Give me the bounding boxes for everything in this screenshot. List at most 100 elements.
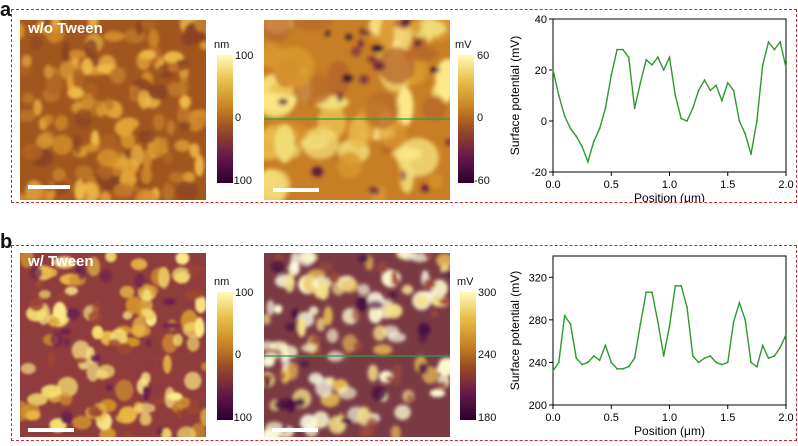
data-point <box>674 94 677 97</box>
data-point <box>773 48 776 51</box>
series-line <box>552 285 787 372</box>
data-point <box>656 56 659 59</box>
data-point <box>552 69 554 71</box>
data-point <box>691 355 694 357</box>
data-point <box>563 115 566 117</box>
x-tick-label: 2.0 <box>778 179 793 191</box>
x-tick-label: 1.5 <box>720 179 735 191</box>
data-point <box>557 94 560 97</box>
colorbar-kpfm-b-max: 300 <box>478 287 497 299</box>
x-axis-label: Position (μm) <box>634 424 705 438</box>
data-point <box>755 365 758 368</box>
scale-bar-topo-a <box>28 185 70 189</box>
data-point <box>639 323 642 326</box>
data-point <box>703 79 706 82</box>
x-tick-label: 0.5 <box>604 179 619 191</box>
data-point <box>750 361 752 364</box>
data-point <box>604 107 607 110</box>
data-point <box>668 325 671 328</box>
data-point <box>662 355 665 357</box>
data-point <box>598 359 601 362</box>
data-point <box>674 284 677 287</box>
data-point <box>581 145 584 148</box>
data-point <box>627 365 630 368</box>
data-point <box>680 117 683 120</box>
data-point <box>744 132 747 135</box>
y-tick-label: 320 <box>529 272 547 284</box>
panel-b-frame <box>11 245 797 441</box>
y-tick-label: -20 <box>531 167 547 179</box>
topography-image-a <box>20 20 206 200</box>
data-point <box>622 367 624 370</box>
data-point <box>587 361 589 364</box>
colorbar-kpfm-a-max: 60 <box>477 50 490 62</box>
data-point <box>557 361 560 364</box>
data-point <box>680 284 683 287</box>
data-point <box>779 346 782 349</box>
panel-a-frame <box>11 9 797 203</box>
series-line <box>552 40 787 165</box>
y-tick-label: 200 <box>529 400 547 412</box>
data-point <box>738 301 741 304</box>
scale-bar-kpfm-a <box>273 188 319 192</box>
data-point <box>726 361 729 364</box>
data-point <box>610 361 613 364</box>
data-point <box>686 306 688 308</box>
colorbar-topo-a <box>217 55 233 183</box>
data-point <box>761 64 764 66</box>
data-point <box>709 355 712 357</box>
data-point <box>639 81 642 84</box>
data-point <box>627 56 630 59</box>
data-point <box>761 344 764 347</box>
kpfm-image-a <box>264 20 450 200</box>
data-point <box>715 361 717 364</box>
data-point <box>581 363 584 366</box>
x-tick-label: 0.0 <box>545 179 560 191</box>
data-point <box>738 120 741 122</box>
data-point <box>715 84 717 87</box>
colorbar-topo-a-max: 100 <box>235 50 254 62</box>
data-point <box>622 48 624 51</box>
data-point <box>616 48 618 51</box>
colorbar-topo-b-max: 100 <box>235 287 254 299</box>
x-tick-label: 0.0 <box>545 412 560 424</box>
data-point <box>785 333 787 336</box>
colorbar-kpfm-a <box>458 55 474 183</box>
data-point <box>744 318 747 321</box>
data-point <box>651 291 653 294</box>
data-point <box>575 357 578 360</box>
data-point <box>569 323 572 326</box>
data-point <box>656 321 659 323</box>
data-point <box>610 74 613 76</box>
y-tick-label: 280 <box>529 315 547 327</box>
data-point <box>592 355 595 357</box>
panel-b-letter: b <box>0 231 13 253</box>
data-point <box>709 89 712 92</box>
x-tick-label: 2.0 <box>778 412 793 424</box>
data-point <box>668 56 671 59</box>
colorbar-kpfm-b <box>460 292 476 420</box>
data-point <box>767 41 770 43</box>
plot-frame <box>552 255 787 406</box>
colorbar-topo-b-mid: 0 <box>235 349 242 361</box>
data-point <box>552 370 554 372</box>
kpfm-image-b <box>264 253 450 437</box>
data-point <box>592 140 595 143</box>
scale-bar-kpfm-b <box>272 428 318 432</box>
data-point <box>697 361 700 364</box>
y-tick-label: 0 <box>541 116 547 128</box>
data-point <box>732 321 735 323</box>
colorbar-kpfm-b-mid: 240 <box>478 349 497 361</box>
x-tick-label: 1.5 <box>720 412 735 424</box>
x-tick-label: 0.5 <box>604 412 619 424</box>
data-point <box>703 357 706 360</box>
colorbar-kpfm-a-unit: mV <box>455 39 472 51</box>
x-axis-label: Position (μm) <box>634 191 705 202</box>
topography-label-a: w/o Tween <box>28 20 103 37</box>
data-point <box>767 357 770 360</box>
data-point <box>645 291 648 294</box>
data-point <box>785 66 787 69</box>
colorbar-topo-a-mid: 0 <box>235 112 242 124</box>
data-point <box>645 58 648 61</box>
data-point <box>575 135 578 138</box>
